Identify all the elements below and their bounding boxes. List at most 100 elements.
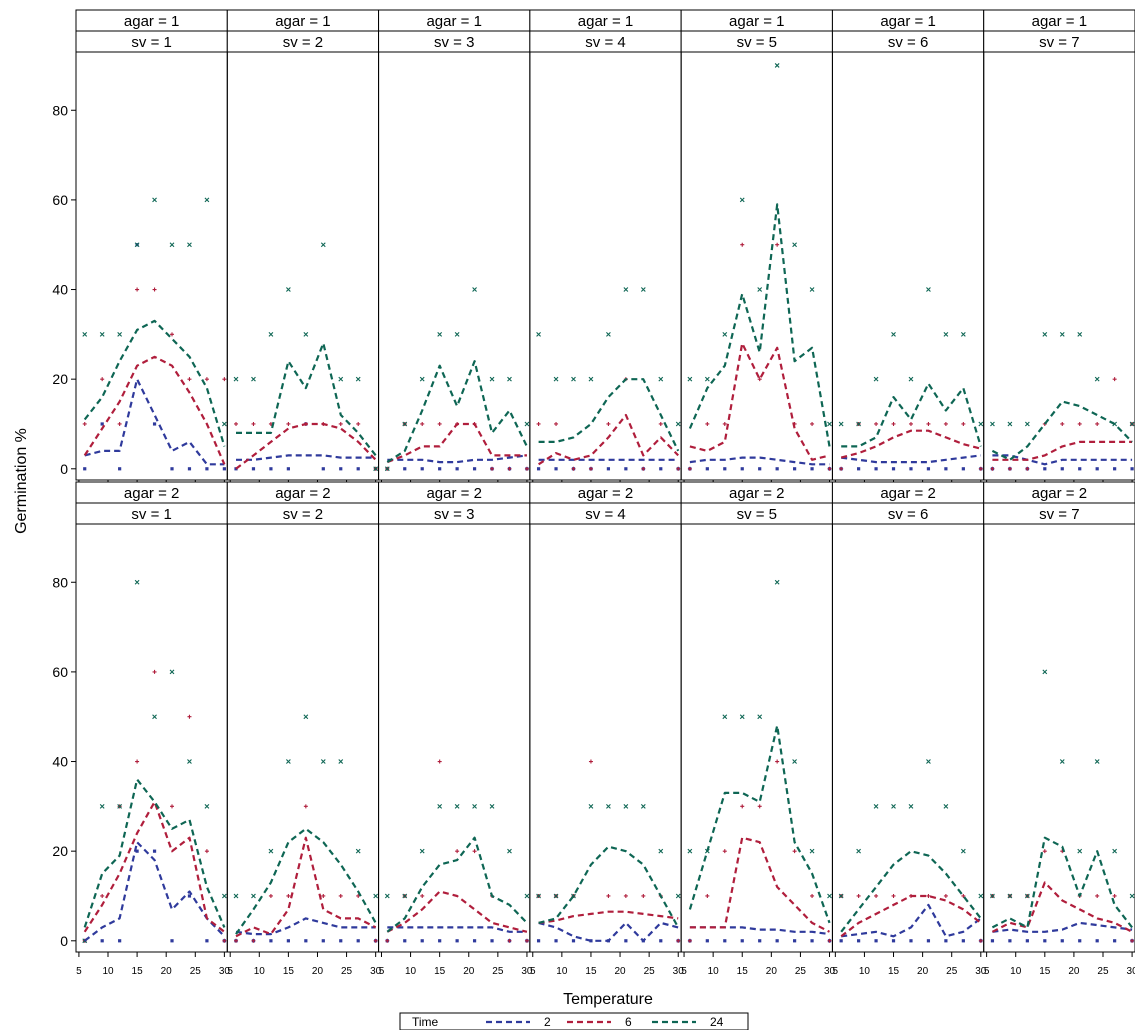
data-point — [793, 467, 797, 471]
panel-label-sv: sv = 5 — [737, 506, 777, 523]
data-point — [961, 939, 965, 943]
data-point — [758, 939, 762, 943]
data-point — [472, 849, 477, 854]
x-tick-label: 10 — [556, 966, 568, 977]
data-point — [827, 893, 832, 899]
data-point — [152, 714, 157, 720]
data-point — [705, 421, 710, 426]
x-tick-label: 5 — [379, 966, 385, 977]
data-point — [472, 467, 477, 471]
data-point — [135, 287, 140, 292]
data-point — [891, 939, 896, 943]
y-tick-label: 0 — [60, 461, 68, 477]
data-point — [152, 287, 157, 292]
panel-label-agar: agar = 2 — [124, 485, 179, 502]
data-point — [356, 467, 360, 471]
data-point — [222, 467, 226, 471]
x-tick-label: 10 — [708, 966, 720, 977]
data-point — [827, 466, 832, 471]
data-point — [1113, 467, 1117, 471]
data-point — [978, 893, 984, 899]
data-point — [757, 377, 762, 382]
data-point — [624, 939, 628, 943]
data-point — [961, 893, 966, 898]
panel: agar = 1 sv = 3 — [378, 9, 531, 485]
data-point — [623, 803, 629, 809]
data-point — [420, 893, 425, 898]
data-point — [588, 466, 593, 471]
data-point — [944, 467, 948, 471]
data-point — [705, 939, 709, 943]
data-point — [268, 848, 274, 854]
data-point — [268, 331, 274, 337]
x-tick-label: 20 — [1068, 966, 1080, 977]
data-point — [118, 939, 122, 943]
x-tick-label: 25 — [341, 966, 353, 977]
data-point — [1112, 377, 1117, 382]
data-point — [187, 894, 192, 898]
data-point — [926, 939, 931, 943]
x-axis-title: Temperature — [563, 991, 653, 1008]
data-point — [234, 421, 239, 426]
data-point — [152, 422, 157, 426]
data-point — [1077, 331, 1083, 337]
data-point — [757, 804, 762, 809]
x-tick-label: 30 — [824, 966, 836, 977]
panel-frame — [226, 523, 380, 953]
data-point — [1025, 466, 1030, 471]
data-point — [1007, 466, 1012, 471]
data-point — [705, 467, 709, 471]
data-point — [205, 467, 209, 471]
data-point — [554, 939, 558, 943]
data-point — [809, 848, 815, 854]
data-point — [775, 939, 779, 943]
data-point — [856, 893, 861, 898]
data-point — [1043, 467, 1047, 471]
series-line-2 — [84, 841, 226, 942]
data-point — [873, 803, 879, 809]
data-point — [739, 714, 745, 720]
panel: agar = 2 sv = 7 5 10 15 20 25 30 — [983, 481, 1135, 977]
data-point — [268, 893, 273, 898]
data-point — [606, 421, 611, 426]
data-point — [908, 376, 914, 382]
data-point — [438, 467, 442, 471]
data-point — [891, 803, 896, 809]
data-point — [204, 849, 209, 854]
data-point — [1077, 848, 1083, 854]
data-point — [926, 421, 931, 426]
data-point — [152, 849, 157, 853]
data-point — [489, 376, 495, 382]
panel: agar = 2 sv = 6 5 10 15 20 25 30 — [831, 481, 987, 977]
data-point — [455, 849, 460, 854]
data-point — [222, 938, 227, 943]
data-point — [960, 331, 966, 337]
y-tick-label: 20 — [52, 371, 68, 387]
data-point — [687, 848, 693, 854]
data-point — [355, 848, 361, 854]
x-tick-label: 25 — [795, 966, 807, 977]
x-tick-label: 10 — [405, 966, 417, 977]
data-point — [723, 939, 727, 943]
data-point — [286, 467, 290, 471]
x-tick-label: 30 — [219, 966, 231, 977]
panel: agar = 2 sv = 2 5 10 15 20 25 30 — [226, 481, 382, 977]
y-tick-label: 80 — [52, 102, 68, 118]
data-point — [775, 759, 780, 764]
data-point — [536, 939, 541, 943]
series-line-2 — [387, 926, 527, 933]
data-point — [234, 938, 239, 943]
data-point — [269, 939, 273, 943]
series-line-6 — [386, 890, 528, 933]
data-point — [99, 803, 105, 809]
panel-label-agar: agar = 2 — [578, 485, 633, 502]
data-point — [373, 893, 379, 899]
series-line-6 — [235, 422, 377, 470]
data-point — [857, 939, 861, 943]
data-point — [187, 714, 192, 719]
data-point — [774, 63, 780, 68]
series-line-24 — [386, 360, 528, 464]
data-point — [758, 467, 762, 471]
data-point — [472, 287, 477, 292]
